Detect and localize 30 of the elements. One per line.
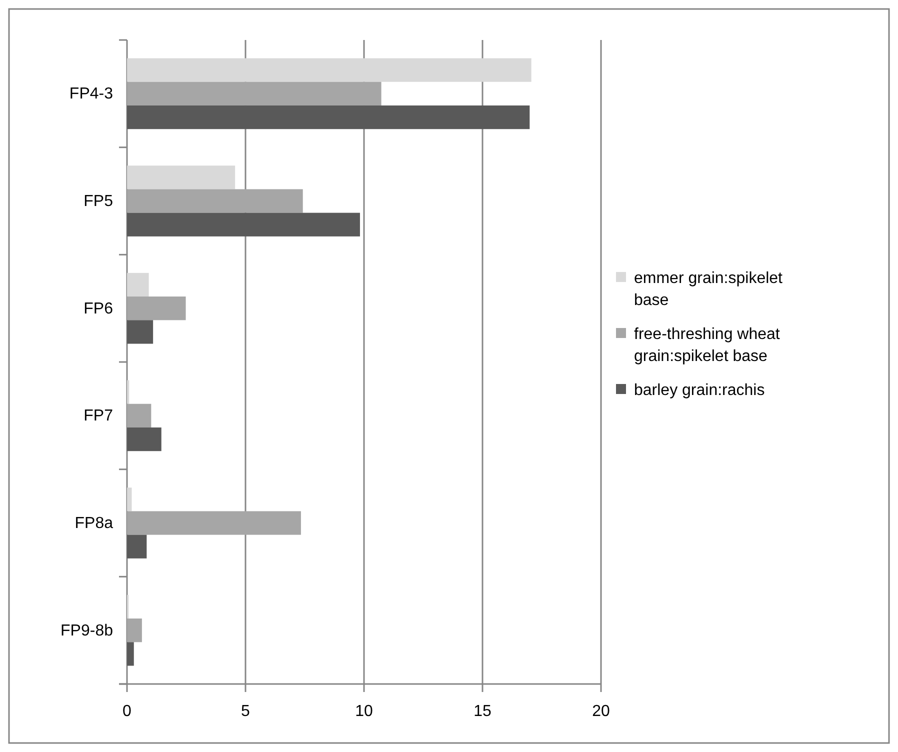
x-tick-label: 10 bbox=[355, 703, 373, 720]
legend-label: free-threshing wheat grain:spikelet base bbox=[634, 326, 780, 365]
x-tick-label: 5 bbox=[241, 703, 250, 720]
y-tick-label: FP9-8b bbox=[60, 622, 114, 640]
bar bbox=[127, 212, 360, 236]
bar bbox=[127, 642, 134, 666]
x-tick-label: 0 bbox=[122, 703, 132, 720]
bar bbox=[127, 404, 152, 428]
bar bbox=[127, 296, 186, 320]
bar bbox=[127, 189, 303, 213]
y-tick-label: FP5 bbox=[84, 193, 114, 210]
bar bbox=[127, 488, 132, 512]
bar bbox=[127, 618, 142, 642]
y-tick-label: FP8a bbox=[74, 515, 114, 532]
x-tick-label: 15 bbox=[474, 703, 492, 720]
y-tick-label: FP6 bbox=[84, 300, 114, 318]
bar bbox=[127, 82, 382, 106]
bar bbox=[127, 272, 149, 297]
bar bbox=[127, 58, 532, 82]
bar bbox=[127, 105, 530, 130]
legend-label: emmer grain:spikelet base bbox=[634, 270, 784, 309]
bar bbox=[127, 320, 154, 344]
legend-label: barley grain:rachis bbox=[634, 382, 765, 399]
y-tick-label: FP4-3 bbox=[69, 86, 114, 103]
x-tick-label: 20 bbox=[592, 703, 610, 720]
bar bbox=[127, 534, 147, 558]
y-tick-label: FP7 bbox=[84, 408, 114, 425]
bar bbox=[127, 427, 162, 452]
bar bbox=[127, 511, 301, 535]
bar bbox=[127, 166, 236, 190]
